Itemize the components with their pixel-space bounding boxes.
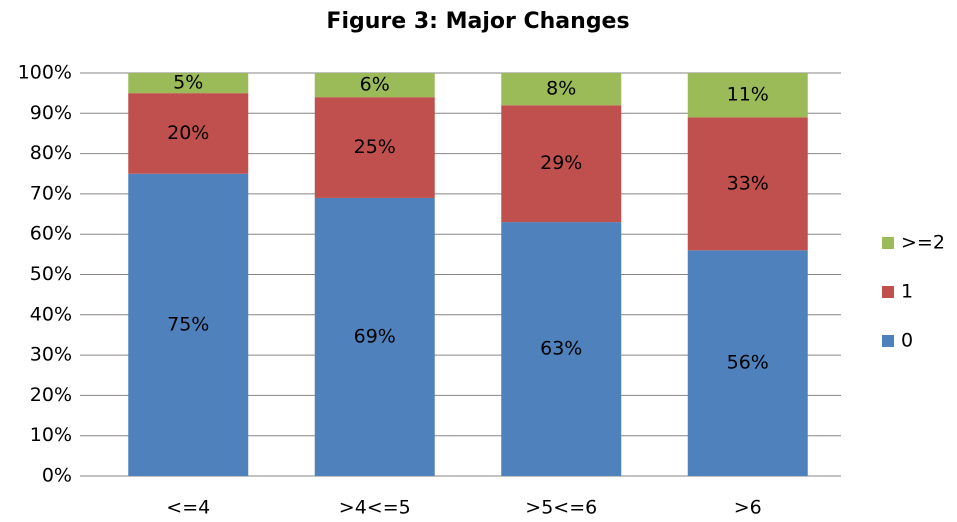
bar-segment (501, 105, 622, 223)
legend-label: >=2 (901, 232, 945, 254)
y-tick-label: 90% (30, 102, 72, 124)
bar-segment (314, 97, 435, 198)
bar-segment (687, 250, 808, 476)
bar-segment (128, 173, 249, 476)
data-label: 75% (167, 313, 209, 335)
y-tick-label: 50% (30, 263, 72, 285)
bar-segment (501, 222, 622, 476)
y-tick-label: 60% (30, 223, 72, 245)
x-tick-label: >4<=5 (339, 497, 411, 519)
legend-swatch (882, 237, 894, 249)
bar-segment (687, 73, 808, 118)
x-tick-label: <=4 (166, 497, 210, 519)
data-label: 29% (540, 152, 582, 174)
y-tick-label: 70% (30, 182, 72, 204)
data-label: 20% (167, 122, 209, 144)
bar-segment (687, 117, 808, 251)
data-label: 5% (173, 72, 203, 94)
data-label: 25% (354, 136, 396, 158)
y-tick-label: 40% (30, 303, 72, 325)
y-tick-label: 0% (42, 465, 72, 487)
bar-segment (314, 197, 435, 476)
legend-label: 1 (901, 281, 913, 303)
y-tick-label: 80% (30, 142, 72, 164)
data-label: 33% (727, 172, 769, 194)
data-label: 63% (540, 338, 582, 360)
bar-segment (128, 73, 249, 94)
bar-segment (128, 93, 249, 174)
data-label: 69% (354, 325, 396, 347)
legend-label: 0 (901, 330, 913, 352)
data-label: 11% (727, 84, 769, 106)
y-tick-label: 100% (18, 62, 72, 84)
bar-segment (501, 73, 622, 106)
data-label: 8% (546, 78, 576, 100)
chart-title: Figure 3: Major Changes (326, 9, 629, 34)
y-tick-label: 30% (30, 344, 72, 366)
legend-swatch (882, 335, 894, 347)
legend-swatch (882, 286, 894, 298)
x-tick-label: >6 (734, 497, 762, 519)
y-tick-label: 10% (30, 424, 72, 446)
bar-segment (314, 73, 435, 98)
y-tick-label: 20% (30, 384, 72, 406)
x-tick-label: >5<=6 (525, 497, 597, 519)
data-label: 6% (360, 74, 390, 96)
data-label: 56% (727, 352, 769, 374)
